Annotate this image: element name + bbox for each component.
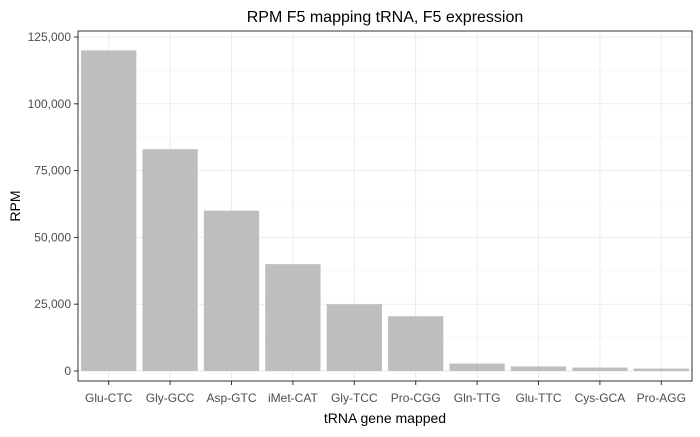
bar-glu-ctc <box>81 50 137 372</box>
bar-imet-cat <box>265 264 321 371</box>
x-tick-label: iMet-CAT <box>268 391 318 405</box>
y-tick-label: 125,000 <box>28 30 72 44</box>
x-tick-label: Pro-AGG <box>637 391 686 405</box>
bar-gly-gcc <box>142 149 198 371</box>
y-tick-label: 0 <box>64 364 71 378</box>
bars-layer <box>81 50 689 372</box>
x-tick-label: Gly-TCC <box>331 391 378 405</box>
x-tick-label: Gln-TTG <box>454 391 501 405</box>
y-axis: 0 25,000 50,000 75,000 100,000 125,000 <box>28 30 78 378</box>
bar-glu-ttc <box>510 366 567 371</box>
bar-pro-cgg <box>388 316 444 371</box>
y-tick-label: 25,000 <box>34 297 71 311</box>
y-tick-label: 75,000 <box>34 164 71 178</box>
bar-pro-agg <box>633 368 689 371</box>
y-tick-label: 100,000 <box>28 97 72 111</box>
x-tick-label: Glu-CTC <box>85 391 133 405</box>
x-tick-label: Glu-TTC <box>516 391 562 405</box>
chart-title: RPM F5 mapping tRNA, F5 expression <box>247 9 524 26</box>
x-tick-label: Pro-CGG <box>391 391 441 405</box>
y-tick-label: 50,000 <box>34 230 71 244</box>
x-axis: Glu-CTC Gly-GCC Asp-GTC iMet-CAT Gly-TCC Pro-… <box>85 381 686 405</box>
bar-cys-gca <box>572 367 628 371</box>
bar-gly-tcc <box>326 304 382 371</box>
x-tick-label: Asp-GTC <box>206 391 256 405</box>
bar-gln-ttg <box>449 363 505 371</box>
panel-border <box>77 30 693 382</box>
x-tick-label: Gly-GCC <box>146 391 195 405</box>
x-tick-label: Cys-GCA <box>575 391 626 405</box>
y-axis-title: RPM <box>7 190 23 221</box>
x-axis-title: tRNA gene mapped <box>324 410 446 426</box>
bar-asp-gtc <box>203 210 260 371</box>
